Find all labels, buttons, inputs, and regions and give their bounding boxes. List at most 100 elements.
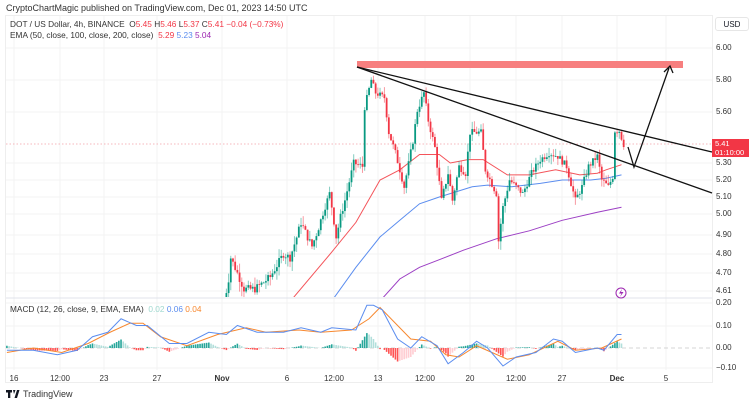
candle-body	[596, 154, 599, 161]
time-tick: Dec	[609, 374, 625, 383]
candle-body	[322, 215, 324, 220]
ema100-line	[334, 174, 622, 297]
candle-body	[361, 163, 364, 167]
time-tick: 27	[152, 374, 162, 383]
histogram-bar	[214, 345, 217, 348]
change-value: −0.04 (−0.73%)	[226, 19, 284, 29]
histogram-bar	[32, 348, 35, 351]
histogram-bar	[135, 348, 138, 351]
candle-body	[587, 164, 590, 176]
candle-body	[407, 161, 410, 176]
candle-body	[616, 132, 618, 134]
candle-body	[526, 186, 529, 189]
histogram-bar	[216, 346, 219, 348]
candle-body	[517, 185, 520, 188]
chart-frame[interactable]	[5, 15, 713, 383]
candle-body	[508, 180, 511, 191]
candle-body	[484, 149, 487, 172]
histogram-bar	[388, 348, 390, 354]
histogram-bar	[126, 345, 129, 348]
histogram-bar	[467, 345, 469, 348]
currency-button[interactable]: USD	[715, 17, 749, 31]
histogram-bar	[581, 348, 583, 350]
histogram-bar	[172, 348, 175, 351]
candle-body	[357, 164, 359, 166]
histogram-bar	[120, 339, 122, 348]
candle-body	[460, 165, 463, 173]
histogram-bar	[45, 348, 48, 351]
histogram-bar	[328, 345, 331, 348]
histogram-bar	[98, 344, 100, 348]
candle-body	[401, 172, 403, 182]
histogram-bar	[161, 348, 164, 349]
candle-body	[394, 144, 397, 151]
candle-body	[550, 155, 553, 157]
histogram-bar	[245, 348, 247, 349]
macd-tick: −0.10	[716, 363, 737, 372]
histogram-bar	[425, 346, 427, 348]
candle-body	[317, 230, 320, 237]
ema-title: EMA (50, close, 100, close, 200, close)	[10, 30, 154, 40]
histogram-bar	[10, 346, 13, 348]
projection-arrow[interactable]	[627, 67, 670, 170]
candle-body	[594, 158, 597, 161]
histogram-bar	[306, 346, 309, 348]
histogram-bar	[374, 342, 377, 348]
histogram-bar	[304, 346, 307, 348]
histogram-bar	[251, 348, 254, 350]
open-label: O	[129, 19, 136, 29]
trendline-lower[interactable]	[356, 66, 713, 194]
candle-body	[585, 175, 588, 177]
candle-body	[236, 269, 239, 273]
histogram-bar	[330, 344, 333, 348]
histogram-bar	[234, 344, 236, 348]
candle-body	[363, 110, 366, 167]
resistance-zone[interactable]	[357, 61, 683, 68]
tradingview-logo[interactable]: TradingView	[6, 389, 73, 399]
histogram-bar	[56, 348, 59, 351]
histogram-bar	[107, 346, 109, 348]
macd-line	[6, 304, 622, 367]
candle-body	[565, 160, 568, 169]
histogram-bar	[519, 347, 522, 348]
candle-body	[251, 286, 254, 289]
time-tick: 27	[557, 374, 567, 383]
macd-legend[interactable]: MACD (12, 26, close, 9, EMA, EMA) 0.02 0…	[10, 304, 201, 314]
histogram-bar	[341, 346, 344, 348]
candle-body	[396, 150, 399, 164]
histogram-bar	[377, 345, 379, 348]
candle-body	[611, 178, 614, 182]
histogram-bar	[238, 344, 241, 348]
histogram-bar	[74, 348, 76, 351]
histogram-bar	[190, 345, 193, 348]
histogram-bar	[153, 347, 155, 348]
lightning-icon[interactable]	[615, 287, 627, 299]
macd-tick: 0.00	[716, 343, 732, 352]
histogram-bar	[142, 348, 144, 351]
candle-body	[412, 143, 414, 150]
histogram-bar	[249, 348, 252, 350]
candle-body	[502, 206, 504, 224]
histogram-bar	[124, 343, 127, 348]
symbol-legend[interactable]: DOT / US Dollar, 4h, BINANCE O5.45 H5.46…	[10, 19, 283, 29]
brand-name: TradingView	[23, 389, 73, 399]
candle-body	[442, 188, 445, 198]
ema-legend[interactable]: EMA (50, close, 100, close, 200, close) …	[10, 30, 211, 40]
candle-body	[330, 192, 333, 208]
candle-body	[403, 181, 406, 188]
histogram-bar	[445, 348, 447, 354]
histogram-bar	[80, 348, 83, 349]
histogram-bar	[493, 348, 495, 351]
trendline-upper[interactable]	[356, 66, 713, 153]
candle-body	[530, 170, 533, 177]
ema200-value: 5.04	[195, 30, 212, 40]
candle-body	[563, 160, 566, 165]
histogram-bar	[451, 348, 454, 353]
candle-body	[499, 223, 502, 242]
time-tick: 5	[663, 374, 669, 383]
histogram-bar	[93, 343, 96, 348]
histogram-bar	[276, 348, 278, 349]
histogram-bar	[34, 348, 37, 351]
histogram-bar	[368, 334, 370, 348]
